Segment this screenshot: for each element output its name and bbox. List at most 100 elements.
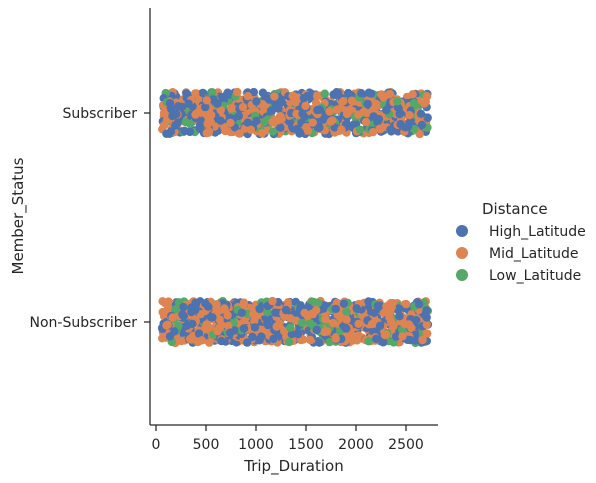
point-High_Latitude: [234, 111, 243, 121]
point-Mid_Latitude: [380, 330, 390, 340]
point-High_Latitude: [226, 328, 235, 337]
point-Mid_Latitude: [325, 107, 334, 116]
point-High_Latitude: [368, 326, 377, 336]
point-Mid_Latitude: [367, 320, 377, 329]
point-Low_Latitude: [171, 305, 180, 314]
point-High_Latitude: [363, 99, 372, 109]
point-High_Latitude: [422, 306, 431, 315]
x-tick-label: 500: [193, 437, 220, 453]
point-High_Latitude: [401, 123, 410, 132]
point-High_Latitude: [237, 308, 246, 317]
point-High_Latitude: [357, 89, 366, 98]
point-Mid_Latitude: [347, 96, 357, 105]
point-High_Latitude: [194, 329, 204, 338]
point-Mid_Latitude: [423, 329, 432, 338]
point-Mid_Latitude: [385, 89, 395, 99]
point-Mid_Latitude: [333, 105, 342, 114]
point-High_Latitude: [179, 312, 188, 321]
point-Mid_Latitude: [376, 124, 385, 134]
points-layer: [157, 87, 433, 348]
point-Low_Latitude: [398, 326, 407, 335]
point-Mid_Latitude: [387, 302, 396, 312]
point-High_Latitude: [262, 93, 271, 102]
plot-area: [157, 87, 433, 348]
x-tick-label: 2000: [338, 437, 374, 453]
point-Low_Latitude: [325, 337, 334, 347]
point-Mid_Latitude: [342, 109, 352, 119]
point-Mid_Latitude: [191, 89, 200, 98]
y-tick-label: Subscriber: [62, 106, 137, 122]
point-Mid_Latitude: [233, 87, 242, 97]
point-High_Latitude: [223, 89, 233, 99]
point-Mid_Latitude: [342, 315, 351, 324]
point-Mid_Latitude: [286, 314, 295, 323]
point-High_Latitude: [201, 102, 210, 112]
point-High_Latitude: [417, 120, 427, 130]
point-High_Latitude: [243, 118, 252, 127]
point-Mid_Latitude: [398, 332, 407, 341]
point-High_Latitude: [393, 103, 403, 112]
point-High_Latitude: [375, 321, 385, 330]
point-High_Latitude: [394, 304, 403, 313]
point-Mid_Latitude: [243, 92, 253, 101]
point-High_Latitude: [423, 113, 432, 123]
point-High_Latitude: [299, 93, 309, 103]
point-High_Latitude: [296, 301, 305, 310]
x-tick-label: 2500: [388, 437, 424, 453]
point-High_Latitude: [271, 103, 280, 112]
point-High_Latitude: [206, 313, 215, 322]
point-Low_Latitude: [355, 125, 365, 134]
point-Mid_Latitude: [274, 321, 284, 330]
point-Mid_Latitude: [207, 110, 216, 120]
legend-entries: High_Latitude Mid_Latitude Low_Latitude: [456, 224, 586, 284]
x-ticks: 0 500 1000 1500 2000 2500: [152, 425, 424, 453]
point-Mid_Latitude: [246, 125, 256, 134]
point-Mid_Latitude: [226, 118, 235, 128]
point-High_Latitude: [217, 336, 226, 346]
point-Mid_Latitude: [202, 96, 211, 105]
point-Low_Latitude: [284, 337, 294, 347]
point-High_Latitude: [201, 299, 210, 308]
point-High_Latitude: [191, 306, 200, 315]
point-Mid_Latitude: [404, 320, 414, 329]
point-High_Latitude: [179, 302, 188, 312]
point-High_Latitude: [395, 109, 404, 119]
point-Mid_Latitude: [300, 308, 309, 318]
point-Mid_Latitude: [158, 307, 167, 317]
point-Mid_Latitude: [224, 321, 233, 330]
point-High_Latitude: [412, 316, 421, 325]
x-tick-label: 1500: [288, 437, 324, 453]
point-High_Latitude: [184, 99, 193, 108]
point-High_Latitude: [373, 301, 383, 310]
point-High_Latitude: [315, 338, 324, 347]
point-High_Latitude: [382, 105, 391, 115]
legend-label-High_Latitude: High_Latitude: [489, 224, 586, 240]
point-Mid_Latitude: [302, 123, 311, 132]
point-Mid_Latitude: [337, 125, 346, 134]
point-Low_Latitude: [186, 119, 195, 129]
y-axis-label: Member_Status: [9, 157, 28, 274]
point-High_Latitude: [166, 127, 176, 136]
point-Mid_Latitude: [312, 306, 321, 315]
point-Low_Latitude: [260, 117, 269, 127]
legend-label-Low_Latitude: Low_Latitude: [489, 268, 581, 284]
point-Mid_Latitude: [422, 320, 431, 329]
point-High_Latitude: [315, 123, 324, 132]
point-Mid_Latitude: [162, 321, 171, 330]
point-Mid_Latitude: [213, 327, 222, 336]
point-High_Latitude: [379, 338, 388, 347]
legend-marker-High_Latitude: [456, 225, 468, 237]
point-Mid_Latitude: [311, 98, 321, 108]
point-Low_Latitude: [313, 298, 323, 308]
point-Mid_Latitude: [223, 311, 232, 320]
point-Mid_Latitude: [191, 110, 200, 119]
point-High_Latitude: [318, 115, 328, 124]
point-Mid_Latitude: [386, 316, 396, 326]
point-Mid_Latitude: [159, 121, 169, 130]
y-tick-label: Non-Subscriber: [29, 315, 137, 331]
point-Mid_Latitude: [235, 129, 244, 138]
point-Mid_Latitude: [158, 297, 167, 306]
point-High_Latitude: [281, 305, 291, 315]
point-Low_Latitude: [297, 318, 307, 328]
